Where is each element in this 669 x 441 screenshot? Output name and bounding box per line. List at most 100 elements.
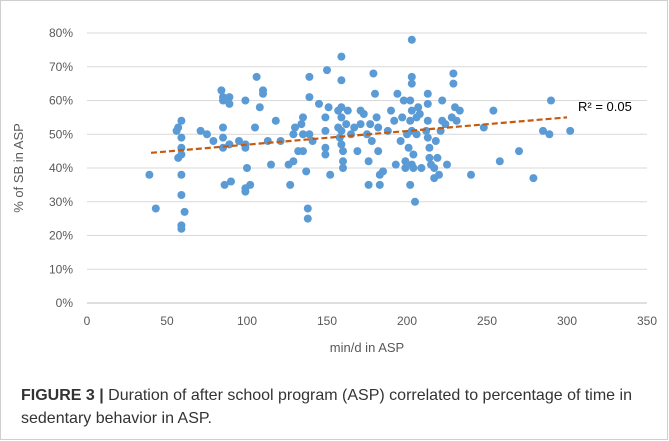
data-point (243, 164, 251, 172)
data-point (387, 106, 395, 115)
data-point (547, 96, 555, 105)
data-point (407, 72, 416, 81)
data-point (321, 126, 330, 135)
data-point (289, 130, 298, 139)
data-point (406, 180, 415, 189)
data-point (339, 157, 347, 166)
data-point (225, 93, 234, 102)
data-point (479, 123, 488, 132)
data-point (407, 35, 416, 44)
data-point (364, 157, 373, 166)
data-point (321, 150, 330, 159)
data-point (219, 96, 227, 105)
data-point (409, 150, 418, 159)
data-point (391, 160, 400, 169)
data-point (251, 123, 259, 132)
data-point (379, 167, 387, 176)
data-point (145, 170, 154, 179)
y-tick-label: 30% (49, 195, 73, 209)
data-point (409, 164, 418, 172)
data-point (455, 106, 464, 115)
data-point (337, 140, 346, 149)
data-point (433, 153, 442, 162)
data-point (303, 204, 312, 213)
data-point (337, 103, 346, 112)
data-point (324, 103, 333, 112)
data-point (323, 66, 331, 75)
y-tick-label: 50% (49, 127, 73, 141)
data-point (566, 126, 575, 135)
data-point (539, 126, 547, 135)
x-tick-label: 300 (557, 314, 577, 328)
data-point (415, 110, 424, 118)
data-point (235, 137, 243, 145)
data-point (372, 113, 381, 122)
y-tick-label: 40% (49, 161, 73, 175)
data-point (407, 79, 416, 88)
data-point (339, 147, 347, 156)
data-point (529, 174, 538, 183)
data-point (390, 116, 399, 125)
y-tick-labels: 0% 10% 20% 30% 40% 50% 60% 70% 80% (49, 26, 73, 310)
data-point (404, 143, 413, 152)
data-point (364, 180, 373, 189)
data-point (225, 99, 234, 108)
data-point (196, 126, 205, 135)
data-point (425, 153, 434, 162)
data-point (305, 93, 314, 102)
data-point (425, 143, 434, 152)
data-point (438, 96, 447, 105)
data-point (271, 116, 280, 125)
data-point (356, 120, 365, 129)
data-point (315, 99, 323, 108)
data-point (177, 150, 186, 159)
data-point (353, 147, 362, 156)
y-axis-label: % of SB in ASP (11, 123, 26, 213)
data-point (406, 116, 415, 125)
data-point (337, 113, 346, 122)
data-point (430, 164, 439, 172)
data-point (406, 96, 415, 105)
data-point (414, 103, 423, 112)
data-point (227, 177, 235, 186)
data-point (321, 143, 330, 152)
x-tick-label: 350 (637, 314, 657, 328)
x-tick-label: 100 (237, 314, 257, 328)
x-tick-label: 200 (397, 314, 417, 328)
data-point (423, 116, 432, 125)
data-point (219, 123, 227, 132)
y-tick-label: 20% (49, 229, 73, 243)
y-tick-label: 60% (49, 94, 73, 108)
trendline-label: R² = 0.05 (578, 99, 632, 114)
data-point (246, 180, 255, 189)
y-tick-label: 0% (56, 296, 74, 310)
data-point (417, 164, 426, 172)
data-point (489, 106, 498, 115)
data-point (393, 89, 402, 98)
data-point (452, 116, 461, 125)
data-point (151, 204, 160, 213)
data-point (443, 160, 451, 169)
data-point (217, 86, 226, 95)
data-point (267, 160, 275, 169)
data-point (252, 72, 261, 81)
data-point (326, 170, 335, 179)
x-tick-label: 0 (84, 314, 91, 328)
data-point (259, 89, 267, 98)
trendline (150, 116, 568, 154)
data-point (401, 157, 410, 166)
y-tick-label: 70% (49, 60, 73, 74)
data-point (255, 103, 264, 112)
x-axis-label: min/d in ASP (330, 340, 404, 355)
data-point (241, 96, 250, 105)
data-point (305, 130, 314, 139)
data-point (374, 123, 383, 132)
data-point (299, 147, 307, 156)
data-point (321, 113, 330, 122)
data-point (467, 170, 475, 179)
data-point (371, 89, 379, 98)
data-point (367, 137, 376, 145)
data-point (302, 167, 311, 176)
data-point (337, 76, 346, 85)
